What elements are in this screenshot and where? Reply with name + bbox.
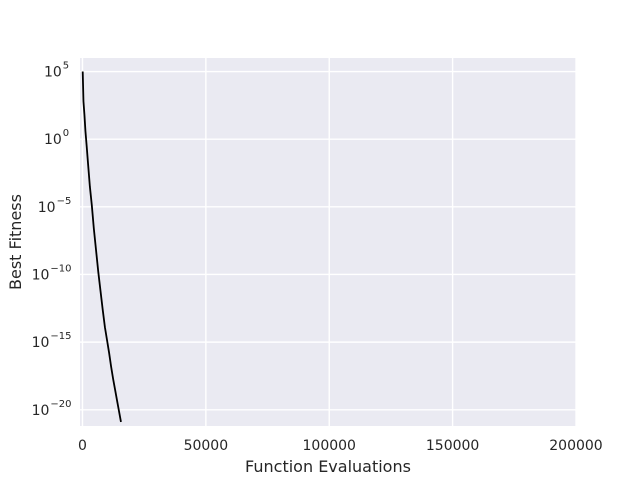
y-tick-exponent: −20: [50, 399, 71, 410]
grid-layer: [80, 58, 577, 426]
y-tick-label: 10 −5: [38, 196, 72, 216]
x-tick-label: 150000: [426, 438, 479, 454]
y-tick-exponent: −5: [57, 196, 72, 207]
y-tick-exponent: −15: [50, 331, 71, 342]
y-tick-label: 10 −20: [32, 399, 72, 419]
y-tick-exponent: 5: [63, 61, 69, 72]
x-tick-label: 100000: [303, 438, 356, 454]
y-tick-base: 10: [44, 132, 62, 148]
y-tick-exponent: 0: [63, 128, 69, 139]
y-tick-label: 10 −10: [32, 263, 72, 283]
plot-area: [80, 58, 576, 426]
y-tick-base: 10: [32, 335, 50, 351]
y-tick-base: 10: [44, 65, 62, 81]
y-tick-label: 10 5: [44, 61, 69, 81]
y-axis-label: Best Fitness: [6, 194, 25, 290]
y-tick-base: 10: [32, 403, 50, 419]
series-line: [81, 71, 122, 423]
x-tick-label: 0: [78, 438, 87, 454]
x-axis-label: Function Evaluations: [245, 457, 411, 476]
x-tick-label: 50000: [184, 438, 229, 454]
y-tick-base: 10: [32, 267, 50, 283]
y-tick-base: 10: [38, 200, 56, 216]
y-tick-label: 10 0: [44, 128, 69, 148]
series-layer: [81, 71, 122, 423]
y-tick-exponent: −10: [50, 263, 71, 274]
x-tick-labels: 0 50000 100000 150000 200000: [78, 438, 603, 454]
y-tick-label: 10 −15: [32, 331, 72, 351]
x-tick-label: 200000: [549, 438, 602, 454]
